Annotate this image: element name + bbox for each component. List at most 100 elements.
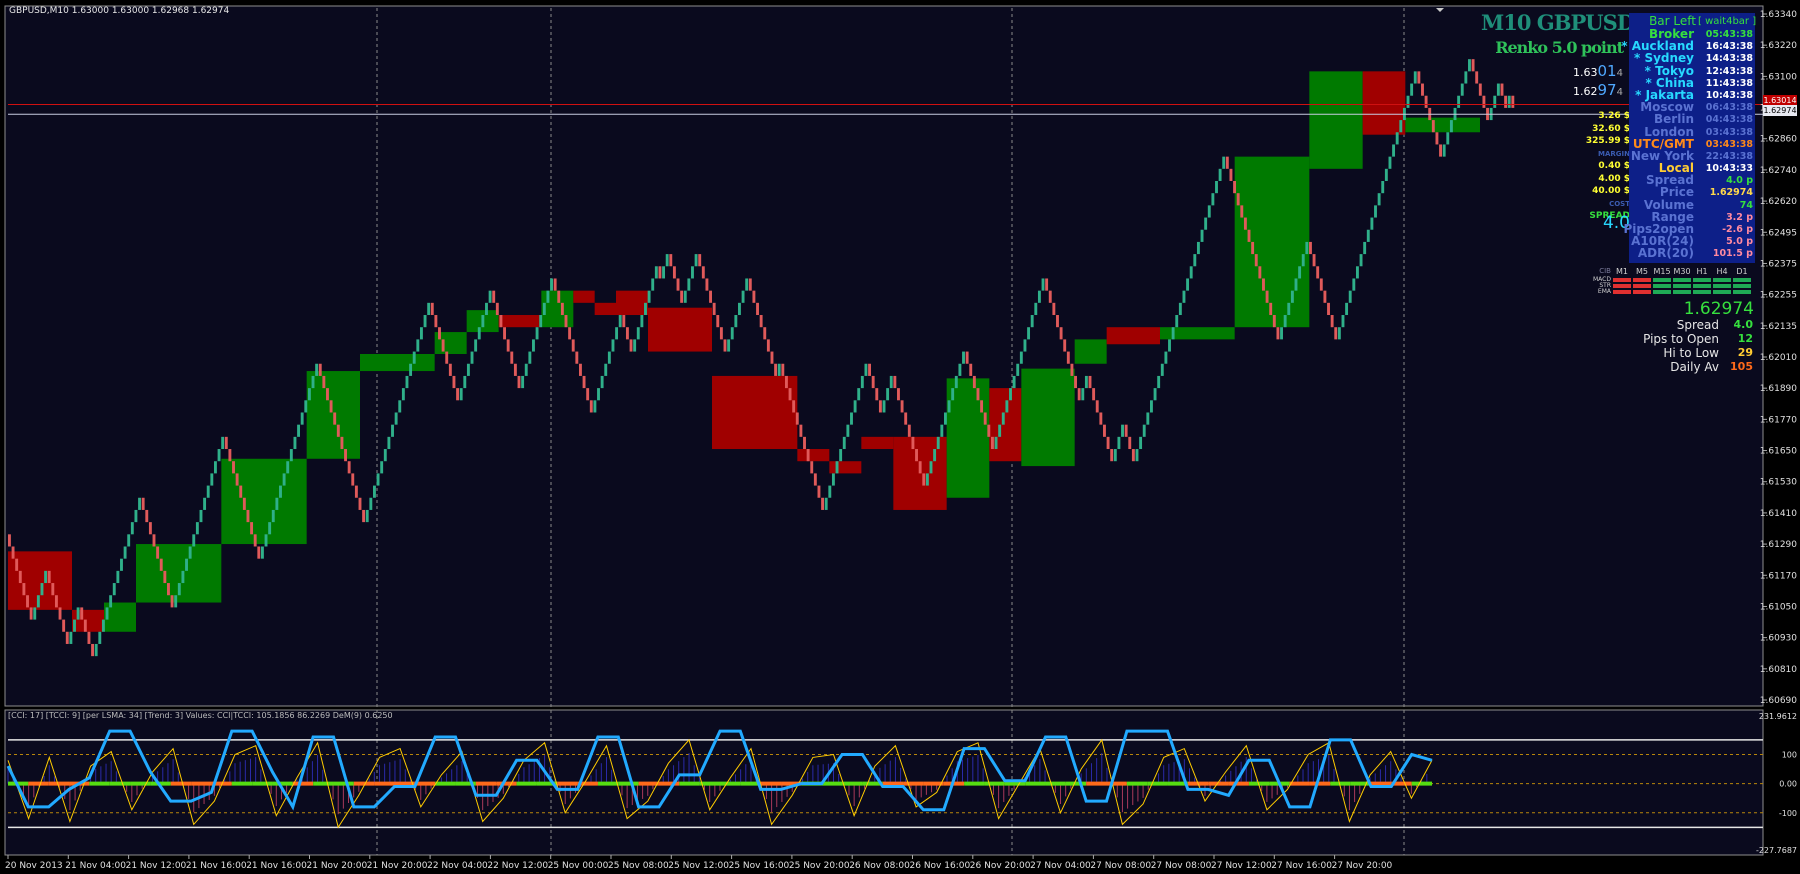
- trend-segment: [150, 781, 171, 786]
- tf-label[interactable]: M15: [1653, 267, 1671, 276]
- renko-brick: [1182, 290, 1186, 303]
- price-tick-label: 1.62255: [1760, 291, 1797, 301]
- renko-brick: [593, 400, 597, 413]
- renko-brick: [1149, 400, 1153, 413]
- renko-brick: [76, 607, 80, 620]
- renko-brick: [893, 375, 897, 389]
- tf-signal-cell: [1613, 278, 1631, 282]
- tf-label[interactable]: H1: [1696, 267, 1708, 276]
- tf-label[interactable]: M1: [1616, 267, 1628, 276]
- tf-row-label: MACD: [1593, 276, 1611, 283]
- renko-brick: [1276, 327, 1280, 340]
- renko-brick: [600, 375, 604, 389]
- indicator-tick-label: 0.00: [1779, 780, 1797, 789]
- renko-brick: [448, 363, 452, 376]
- renko-brick: [853, 400, 857, 413]
- renko-brick: [1298, 266, 1302, 279]
- renko-brick: [29, 607, 33, 620]
- renko-brick: [839, 449, 843, 462]
- renko-brick: [1280, 327, 1283, 340]
- spread-big-value: 4.0: [1602, 213, 1630, 233]
- renko-brick: [806, 449, 810, 462]
- renko-brick: [947, 400, 951, 413]
- renko-brick: [434, 315, 438, 328]
- time-tick-label: 20 Nov 2013: [5, 861, 63, 871]
- tf-signal-cell: [1713, 290, 1731, 294]
- clock-row: * Sydney 14:43:38: [1629, 52, 1755, 64]
- renko-brick: [340, 436, 344, 450]
- renko-brick: [904, 412, 908, 425]
- trend-segment: [313, 781, 334, 786]
- renko-brick: [170, 595, 174, 608]
- renko-brick: [1305, 241, 1309, 255]
- trend-segment: [1147, 781, 1168, 786]
- renko-brick: [636, 327, 640, 340]
- renko-brick: [1471, 59, 1475, 72]
- renko-brick: [351, 473, 355, 486]
- renko-brick: [105, 607, 109, 620]
- clock-row-label: Moscow: [1640, 100, 1694, 115]
- renko-brick: [293, 436, 297, 450]
- indicator-caption: [CCI: 17] [TCCI: 9] [per LSMA: 34] [Tren…: [8, 711, 393, 720]
- clock-row-value: 10:43:38: [1705, 89, 1753, 101]
- clock-row-label: Berlin: [1654, 112, 1694, 127]
- renko-brick: [1066, 351, 1070, 364]
- renko-brick: [311, 375, 315, 389]
- chart-shift-marker-icon[interactable]: [1436, 8, 1444, 12]
- renko-brick: [1077, 388, 1081, 401]
- renko-brick: [373, 485, 376, 498]
- renko-brick: [676, 278, 680, 291]
- renko-brick: [362, 509, 366, 523]
- time-tick-label: 25 Nov 08:00: [608, 861, 669, 871]
- renko-brick: [513, 363, 517, 376]
- renko-brick: [723, 339, 727, 352]
- renko-brick: [383, 449, 387, 462]
- clock-row-value: 3.2 p: [1726, 211, 1753, 223]
- session-box: [712, 375, 798, 450]
- renko-brick: [850, 412, 853, 425]
- renko-brick: [195, 522, 199, 535]
- clock-row-label: UTC/GMT: [1632, 136, 1694, 151]
- renko-brick: [1359, 254, 1363, 267]
- clock-row-value: 03:43:38: [1705, 126, 1753, 138]
- renko-brick: [897, 388, 900, 401]
- session-box: [829, 461, 862, 474]
- renko-brick: [506, 339, 510, 352]
- renko-brick: [1269, 302, 1273, 316]
- renko-brick: [550, 278, 553, 291]
- renko-brick: [1160, 363, 1164, 376]
- indicator-axis: 231.9612 100 0.00 -100 -227.7687: [1756, 712, 1797, 855]
- clock-row-label: * Jakarta: [1635, 87, 1694, 102]
- tf-label[interactable]: M5: [1636, 267, 1648, 276]
- tf-label[interactable]: M30: [1673, 267, 1691, 276]
- renko-brick: [1081, 388, 1085, 401]
- tcci-line: [6, 729, 1433, 812]
- renko-brick: [1337, 327, 1341, 340]
- renko-brick: [792, 400, 796, 413]
- trend-segment: [48, 781, 70, 786]
- renko-brick: [120, 558, 123, 571]
- renko-brick: [1327, 302, 1330, 316]
- price-tick-label: 1.62495: [1760, 228, 1797, 238]
- renko-brick: [62, 619, 66, 632]
- renko-brick: [1457, 95, 1461, 108]
- renko-brick: [539, 315, 543, 328]
- clock-row: * Auckland 16:43:38: [1621, 40, 1755, 52]
- tf-label[interactable]: D1: [1736, 267, 1748, 276]
- renko-brick: [1034, 302, 1038, 316]
- renko-brick: [788, 388, 792, 401]
- tf-label[interactable]: H4: [1716, 267, 1728, 276]
- tf-signal-cell: [1613, 284, 1631, 288]
- renko-brick: [499, 315, 503, 328]
- renko-brick: [1290, 290, 1294, 303]
- renko-brick: [391, 424, 394, 437]
- renko-brick: [1041, 278, 1045, 291]
- main-chart-area[interactable]: [4, 5, 1764, 707]
- renko-brick: [647, 290, 651, 303]
- renko-brick: [969, 363, 973, 376]
- clock-row-value: 10:43:33: [1705, 163, 1753, 175]
- trend-segment: [109, 781, 131, 786]
- trend-segment: [333, 781, 354, 786]
- renko-brick: [831, 473, 835, 486]
